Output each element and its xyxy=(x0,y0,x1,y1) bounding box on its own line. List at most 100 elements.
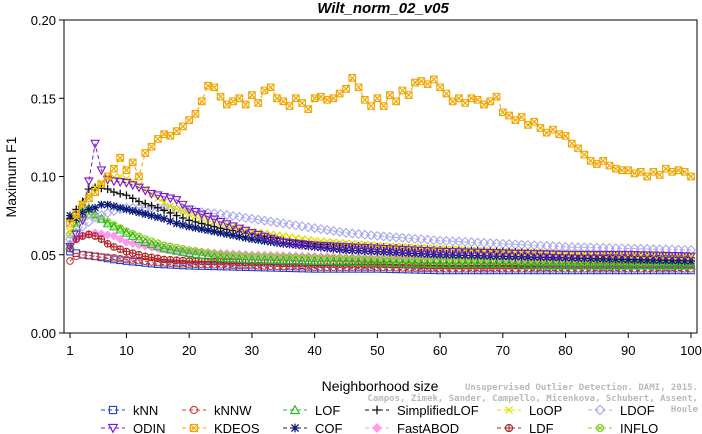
data-point-cof xyxy=(166,217,175,226)
x-tick-label: 20 xyxy=(182,343,196,358)
data-point-kdeos xyxy=(643,172,651,181)
data-point-loop xyxy=(128,177,137,185)
legend-marker-knnw xyxy=(189,405,199,415)
data-point-kdeos xyxy=(273,94,281,103)
data-point-lof xyxy=(422,258,433,268)
data-point-fastabod xyxy=(109,231,119,241)
data-point-odin xyxy=(334,242,345,252)
data-point-cof xyxy=(84,205,93,214)
data-point-kdeos xyxy=(505,111,513,120)
legend-marker-ldf xyxy=(504,423,514,433)
data-point-cof xyxy=(191,223,200,232)
x-tick-label: 30 xyxy=(245,343,259,358)
data-point-cof xyxy=(210,227,219,236)
plot-area xyxy=(64,74,697,275)
data-point-odin xyxy=(554,250,565,260)
data-point-odin xyxy=(159,192,169,202)
data-point-lof xyxy=(272,254,282,264)
data-point-lof xyxy=(159,243,169,253)
data-point-kdeos xyxy=(574,144,582,153)
data-point-ldof xyxy=(403,233,414,244)
data-point-simplifiedlof xyxy=(166,209,175,217)
data-point-lof xyxy=(209,251,220,261)
legend-label-knnw: kNNW xyxy=(214,403,252,418)
data-point-simplifiedlof xyxy=(122,191,131,200)
data-point-lof xyxy=(673,260,684,270)
data-point-ldof xyxy=(478,237,490,248)
data-point-kdeos xyxy=(517,113,526,121)
data-point-odin xyxy=(83,177,94,187)
data-point-ldof xyxy=(428,235,439,246)
data-point-lof xyxy=(642,260,652,270)
data-point-kdeos xyxy=(492,92,501,101)
legend-item-inflo: INFLO xyxy=(588,421,658,434)
legend-item-loop: LoOP xyxy=(497,403,562,418)
data-point-lof xyxy=(284,255,295,265)
data-point-odin xyxy=(152,191,163,201)
data-point-loop xyxy=(160,198,168,207)
data-point-odin xyxy=(378,244,389,254)
data-point-odin xyxy=(529,250,540,260)
data-point-kdeos xyxy=(687,172,695,181)
data-point-kdeos xyxy=(266,83,275,92)
data-point-odin xyxy=(403,246,414,256)
data-point-kdeos xyxy=(636,167,645,176)
legend-marker-inflo xyxy=(595,423,605,433)
data-point-kdeos xyxy=(335,89,344,98)
data-point-cof xyxy=(135,208,143,217)
data-point-lof xyxy=(592,260,602,270)
data-point-lof xyxy=(297,255,307,265)
legend-label-cof: COF xyxy=(315,421,343,434)
x-tick-label: 90 xyxy=(621,343,635,358)
data-point-odin xyxy=(441,247,452,257)
data-point-odin xyxy=(661,251,671,261)
data-point-odin xyxy=(328,242,339,252)
data-point-kdeos xyxy=(191,110,200,118)
data-point-ldof xyxy=(221,209,232,221)
data-point-ldf xyxy=(179,256,187,265)
data-point-odin xyxy=(385,245,395,255)
data-point-kdeos xyxy=(630,169,639,178)
data-point-kdeos xyxy=(480,100,488,109)
data-point-ldof xyxy=(384,231,395,242)
data-point-kdeos xyxy=(185,116,194,125)
data-point-odin xyxy=(240,226,251,236)
data-point-ldof xyxy=(265,216,276,227)
data-point-lof xyxy=(96,213,107,223)
data-point-kdeos xyxy=(442,89,451,98)
data-point-odin xyxy=(504,249,514,259)
legend-item-lof: LOF xyxy=(283,403,340,418)
data-point-fastabod xyxy=(102,230,113,240)
legend-label-knn: kNN xyxy=(133,403,158,418)
data-point-simplifiedlof xyxy=(116,189,125,198)
data-point-ldf xyxy=(128,249,137,257)
x-tick-label: 1 xyxy=(66,343,73,358)
data-point-lof xyxy=(102,218,113,228)
legend-item-knnw: kNNW xyxy=(182,403,252,418)
data-point-lof xyxy=(290,255,301,265)
data-point-odin xyxy=(535,250,546,260)
data-point-fastabod xyxy=(121,237,132,247)
data-point-kdeos xyxy=(248,91,256,99)
legend-label-loop: LoOP xyxy=(529,403,562,418)
data-point-odin xyxy=(523,249,533,259)
data-point-lof xyxy=(303,255,314,265)
data-point-loop xyxy=(166,202,175,210)
data-point-lof xyxy=(391,257,402,267)
data-point-cof xyxy=(72,214,81,223)
data-point-lof xyxy=(416,258,427,268)
data-point-odin xyxy=(228,222,238,232)
data-point-ldof xyxy=(209,208,220,219)
data-point-kdeos xyxy=(354,83,363,92)
data-point-odin xyxy=(422,247,433,257)
data-point-cof xyxy=(172,219,181,228)
x-tick-label: 80 xyxy=(558,343,572,358)
data-point-ldof xyxy=(83,216,94,227)
data-point-ldof xyxy=(259,215,270,226)
data-point-lof xyxy=(140,237,151,247)
data-point-kdeos xyxy=(662,164,670,173)
data-point-lof xyxy=(203,250,213,260)
data-point-kdeos xyxy=(674,166,683,175)
data-point-kdeos xyxy=(455,94,463,103)
data-point-ldof xyxy=(391,232,402,243)
